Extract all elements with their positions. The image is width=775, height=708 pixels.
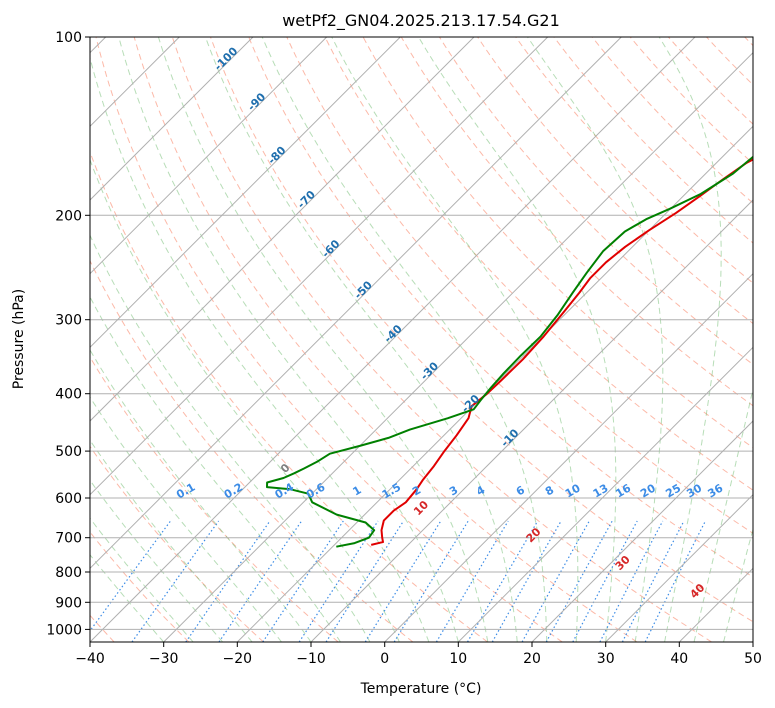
moist-adiabat: [658, 37, 722, 642]
y-tick-label: 300: [55, 313, 82, 329]
moist-adiabat: [90, 517, 194, 642]
isotherm: [90, 37, 254, 201]
dry-adiabat: [95, 37, 563, 642]
moist-adiabat: [261, 37, 548, 642]
y-tick-label: 100: [55, 30, 82, 46]
y-tick-label: 900: [55, 595, 82, 611]
y-tick-label: 200: [55, 208, 82, 224]
dry-adiabat: [515, 37, 753, 284]
dry-adiabat: [171, 37, 712, 642]
mixing-ratio-line: [131, 520, 220, 642]
mixing-ratio-line: [621, 520, 685, 642]
isotherm: [90, 37, 328, 275]
mixing-ratio-lines: [90, 520, 706, 642]
y-tick-label: 800: [55, 565, 82, 581]
isotherm: [310, 199, 753, 642]
isotherm: [90, 37, 696, 642]
moist-adiabat: [90, 439, 253, 642]
dry-adiabat: [90, 445, 264, 642]
isotherm: [163, 51, 753, 642]
y-tick-label: 500: [55, 444, 82, 460]
x-tick-label: −30: [149, 651, 179, 667]
dry-adiabat: [477, 37, 753, 325]
isotherm: [752, 641, 753, 642]
profile-series: [266, 155, 753, 548]
moist-adiabat: [331, 37, 579, 642]
x-tick-label: 10: [449, 651, 467, 667]
isotherm: [90, 37, 401, 349]
isotherm: [531, 420, 753, 642]
mixing-ratio-line: [90, 520, 171, 632]
x-tick-label: 20: [523, 651, 541, 667]
isotherm: [90, 37, 622, 570]
mixing-ratio-line: [298, 520, 379, 642]
dry-adiabat: [90, 259, 414, 642]
plot-background: [90, 37, 753, 642]
x-tick-label: −20: [223, 651, 253, 667]
x-tick-label: 0: [380, 651, 389, 667]
moist-adiabat: [90, 479, 223, 642]
y-tick-label: 600: [55, 491, 82, 507]
dry-adiabat: [324, 37, 753, 491]
x-tick-label: 30: [597, 651, 615, 667]
isotherm: [605, 493, 753, 642]
mixing-ratio-line: [545, 520, 613, 642]
x-tick-label: 50: [744, 651, 762, 667]
y-tick-label: 1000: [46, 622, 82, 638]
moist-adiabat: [90, 55, 430, 642]
x-tick-label: 40: [670, 651, 688, 667]
dry-adiabat: [210, 37, 753, 623]
mixing-ratio-line: [466, 520, 539, 642]
y-axis-ticks: 1000 900 800 700 600 500 400 300 200 100: [46, 30, 90, 638]
y-tick-label: 700: [55, 531, 82, 547]
moist-adiabat: [723, 527, 753, 642]
isotherm: [384, 272, 753, 642]
x-tick-label: −10: [296, 651, 326, 667]
x-axis-label: Temperature (°C): [360, 681, 482, 697]
moist-adiabat: [693, 386, 753, 642]
moist-adiabat: [90, 554, 165, 642]
moist-adiabat: [90, 296, 341, 642]
dry-adiabat: [248, 37, 753, 578]
temperature-line: [370, 158, 753, 546]
x-axis-ticks: −40 −30 −20 −10 0 10 20 30 40 50: [75, 642, 762, 667]
mixing-ratio-line: [185, 520, 271, 642]
dry-adiabat: [133, 37, 638, 642]
dry-adiabat: [400, 37, 753, 407]
x-tick-label: −40: [75, 651, 105, 667]
plot-frame: [89, 36, 754, 643]
moist-adiabat: [204, 37, 518, 642]
moist-adiabat: [90, 396, 282, 642]
moist-adiabat: [90, 234, 371, 642]
mixing-ratio-line: [491, 520, 562, 642]
mixing-ratio-line: [644, 520, 706, 642]
mixing-ratio-line: [435, 520, 509, 642]
y-axis-label: Pressure (hPa): [11, 289, 27, 389]
isotherm: [90, 37, 549, 496]
dry-adiabat: [629, 37, 753, 165]
pressure-gridlines: [90, 37, 753, 630]
mixing-ratio-line: [521, 520, 590, 642]
isotherm: [90, 37, 475, 422]
moist-adiabat: [418, 37, 617, 642]
mixing-ratio-line: [262, 520, 344, 642]
y-tick-label: 400: [55, 387, 82, 403]
chart-title: wetPf2_GN04.2025.213.17.54.G21: [282, 11, 560, 31]
skewed-isotherms: [90, 37, 753, 642]
moist-adiabat: [90, 158, 400, 642]
dry-adiabat: [591, 37, 753, 204]
moist-adiabat: [527, 37, 664, 642]
isotherm: [457, 346, 753, 642]
moist-adiabat: [157, 37, 489, 642]
dewpoint-line: [266, 155, 753, 548]
mixing-ratio-line: [572, 520, 638, 642]
mixing-ratio-line: [218, 520, 303, 642]
